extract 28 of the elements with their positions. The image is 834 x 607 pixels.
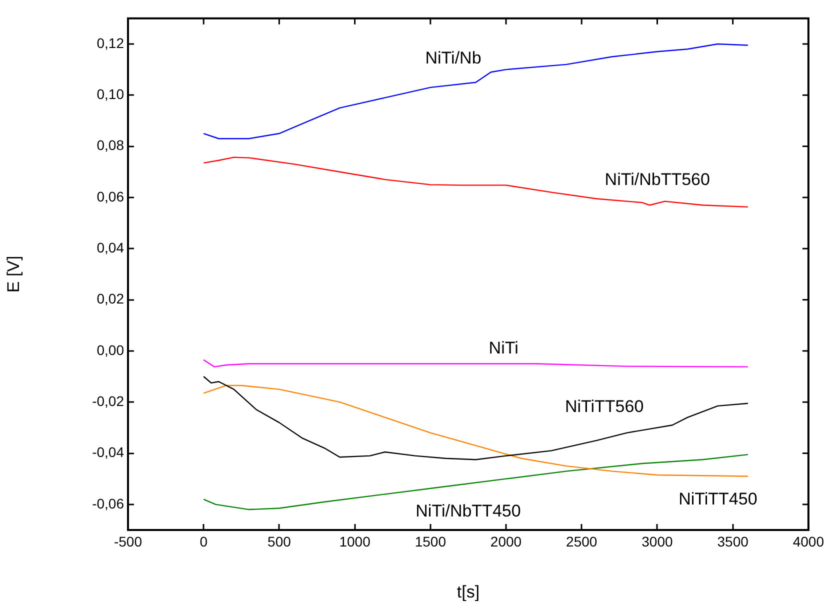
y-tick-label: -0,06	[92, 495, 124, 512]
x-tick-label: 2000	[490, 533, 522, 550]
x-tick-label: 500	[268, 533, 292, 550]
x-tick-label: 4000	[792, 533, 824, 550]
series-label: NiTi/NbTT450	[416, 501, 521, 520]
series-label: NiTi	[488, 338, 518, 358]
y-tick-label: -0,04	[92, 444, 124, 460]
y-tick-label: 0,04	[96, 239, 124, 256]
x-tick-label: 3500	[717, 533, 749, 550]
y-axis-title: E [V]	[4, 256, 23, 293]
x-tick-label: 2500	[566, 533, 598, 550]
x-tick-label: -500	[114, 533, 142, 550]
x-tick-label: 1500	[414, 533, 446, 550]
y-tick-label: -0,02	[92, 392, 124, 409]
x-axis-title: t[s]	[456, 582, 480, 602]
x-tick-label: 3000	[642, 533, 673, 550]
y-tick-label: 0,12	[96, 34, 124, 51]
series-label: NiTi/Nb	[425, 48, 482, 68]
y-tick-label: 0,00	[96, 342, 124, 358]
y-tick-label: 0,10	[96, 86, 124, 102]
series-label: NiTiTT450	[678, 490, 758, 509]
y-tick-label: 0,06	[96, 188, 124, 204]
series-label: NiTiTT560	[564, 397, 644, 416]
y-tick-label: 0,08	[96, 137, 124, 154]
x-tick-label: 1000	[339, 533, 371, 550]
series-label: NiTi/NbTT560	[604, 170, 710, 189]
x-tick-label: 0	[200, 533, 208, 550]
y-tick-label: 0,02	[96, 290, 124, 307]
